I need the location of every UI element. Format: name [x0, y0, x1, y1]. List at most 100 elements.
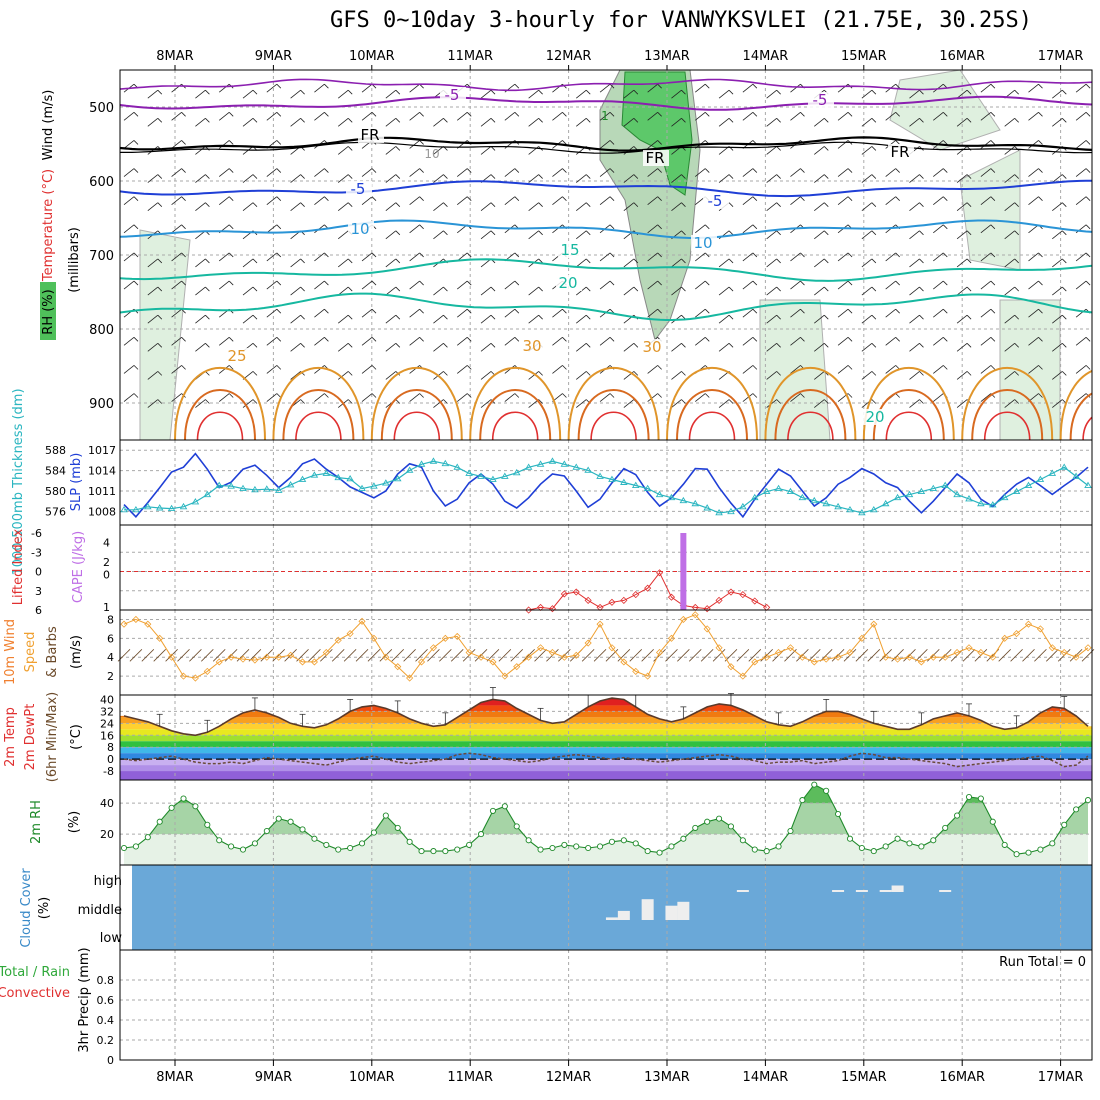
cloud-bar [832, 890, 845, 892]
date-label-bottom: 11MAR [447, 1070, 493, 1085]
wind-barb [1004, 399, 1015, 408]
wind-barb [575, 286, 587, 296]
wind-barb [814, 174, 825, 183]
rh-point [680, 835, 687, 842]
wind-barb [1038, 140, 1043, 145]
wind-barb [790, 83, 801, 93]
wind-barb [861, 230, 873, 240]
thickness-point [215, 481, 224, 488]
wind-barb [337, 202, 349, 211]
precip-axis-label: 3hr Precip (mm) [77, 947, 92, 1052]
contour-label-bg [348, 221, 374, 237]
wind-tick: 6 [107, 632, 114, 645]
date-label-top: 16MAR [939, 49, 985, 64]
wind-barb [228, 393, 234, 398]
wind-barb [909, 202, 920, 211]
wind-barb [443, 342, 448, 348]
wind-barb [895, 112, 900, 117]
panel-frame [119, 524, 1093, 611]
wind-barb [343, 649, 357, 662]
wind-barb [1038, 112, 1043, 117]
wind-barb [314, 252, 325, 262]
rh-point [763, 848, 770, 855]
wind-barb [742, 224, 754, 234]
precip-panel: 0.8 0.6 0.4 0.2 0 Run Total = 0 Total / Rain Co… [0, 947, 1092, 1067]
thickness-point [691, 499, 700, 507]
wind-barb [324, 393, 329, 398]
wind-barb [647, 140, 658, 149]
wind-barb [371, 365, 377, 370]
thickness-tick: 580 [45, 485, 66, 498]
wind-barb [980, 196, 992, 205]
rh-point [1037, 846, 1044, 853]
wind-barb [861, 202, 873, 211]
rh-point [716, 815, 723, 822]
slp-tick: 1011 [88, 485, 116, 498]
rh-point [477, 831, 485, 838]
wind-barb [623, 258, 635, 268]
slp-tick: 1008 [88, 505, 116, 518]
wind-barb [514, 168, 520, 173]
contour-label: -5 [708, 192, 723, 210]
wind-speed-point [144, 620, 152, 628]
wind-barb [657, 83, 662, 89]
wind-barb [157, 174, 163, 179]
thickness-point [858, 508, 866, 516]
wind-barb [990, 336, 996, 342]
rh2m-unit-label: (%) [67, 811, 82, 834]
wind-barb [1038, 83, 1043, 89]
wind-barb [314, 168, 325, 177]
wind-barb [1014, 118, 1019, 123]
wind-barb [943, 365, 948, 370]
wind-barb [361, 168, 373, 177]
wind-barb [728, 399, 734, 404]
wind-barb [147, 342, 159, 352]
wind-barb [1038, 168, 1043, 173]
wind-barb [308, 649, 321, 662]
wind-barb [324, 168, 329, 173]
wind-barb [147, 399, 159, 408]
date-label-top: 11MAR [447, 49, 493, 64]
wind-barb [133, 252, 139, 258]
wind-barb [456, 393, 468, 402]
wind-barb [228, 140, 234, 145]
wind-barb [456, 280, 468, 290]
thickness-point [1060, 463, 1068, 470]
wind-barb [623, 399, 635, 408]
temperature-contour-warm [184, 389, 256, 440]
wind-barb [752, 365, 758, 370]
lifted-index-point [644, 584, 652, 592]
wind-barb [766, 230, 777, 240]
wind-barb [871, 258, 877, 264]
wind-barb [433, 399, 444, 408]
wind-barb [647, 83, 658, 93]
chart-title: GFS 0~10day 3-hourly for VANWYKSVLEI (21… [330, 8, 1032, 33]
wind-barb [480, 89, 492, 99]
wind-barb [895, 196, 900, 201]
wind-barb [371, 112, 377, 117]
wind-barb [575, 371, 587, 380]
wind-barb [419, 280, 424, 286]
thickness-point [905, 490, 914, 498]
wind-barb [157, 202, 163, 207]
wind-barb [681, 286, 686, 292]
temperature-band [120, 699, 1092, 706]
lifted-index-point [548, 605, 557, 613]
wind-barb [371, 168, 377, 173]
wind-barb [966, 202, 972, 207]
wind-barb [195, 174, 206, 183]
wind-barb [671, 371, 682, 380]
wind-barb [1085, 140, 1091, 145]
wind-barb [371, 393, 377, 398]
rh-point [489, 807, 496, 814]
wind-barb [552, 336, 563, 346]
wind-barb [1075, 112, 1087, 121]
wind-speed-point [132, 615, 140, 624]
wind-barb [704, 224, 710, 230]
lifted-index-point [560, 590, 568, 598]
rh-point [656, 849, 663, 856]
wind-barb [490, 230, 496, 236]
wind-barb [171, 224, 182, 234]
wind-barb [276, 196, 282, 201]
cloud-bar [665, 905, 678, 920]
